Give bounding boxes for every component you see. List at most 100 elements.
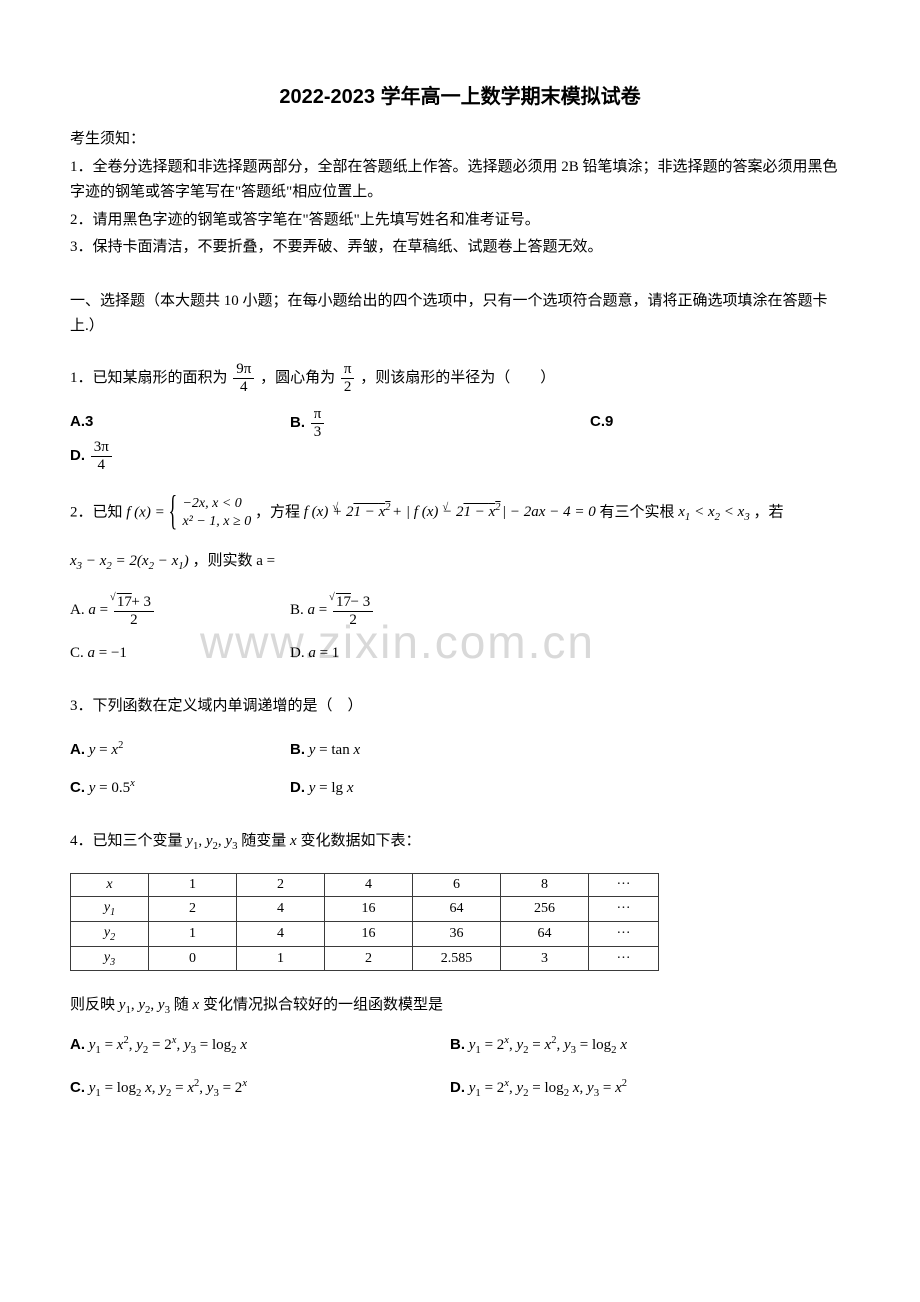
q1-optB-num: π — [311, 407, 325, 424]
q2-opt-b: B. a = 17√ − 3 2 — [290, 593, 590, 628]
q3-opt-b: B. y = tan x — [290, 735, 590, 765]
r2c4: 36 — [413, 921, 501, 946]
th-4: 6 — [413, 874, 501, 897]
section-1-head: 一、选择题（本大题共 10 小题；在每小题给出的四个选项中，只有一个选项符合题意… — [70, 289, 850, 340]
r1dots: ··· — [589, 897, 659, 922]
q4-options-row2: C. y1 = log2 x, y2 = x2, y3 = 2x D. y1 =… — [70, 1071, 850, 1106]
q1-stem-a: 1．已知某扇形的面积为 — [70, 370, 231, 386]
r2c3: 16 — [325, 921, 413, 946]
r1c5: 256 — [501, 897, 589, 922]
r1c4: 64 — [413, 897, 501, 922]
q4-opt-b: B. y1 = 2x, y2 = x2, y3 = log2 x — [450, 1028, 830, 1063]
q4-options-row1: A. y1 = x2, y2 = 2x, y3 = log2 x B. y1 =… — [70, 1028, 850, 1063]
notice-2: 2．请用黑色字迹的钢笔或答字笔在"答题纸"上先填写姓名和准考证号。 — [70, 208, 850, 234]
notice-head: 考生须知： — [70, 127, 850, 153]
notice-3: 3．保持卡面清洁，不要折叠，不要弄破、弄皱，在草稿纸、试题卷上答题无效。 — [70, 235, 850, 261]
r3-h: y3 — [71, 946, 149, 971]
q2-opt-a: A. a = 17√ + 3 2 — [70, 593, 290, 628]
q2-stem-b: ，方程 — [255, 504, 304, 520]
q1-frac-2: π 2 — [341, 362, 355, 395]
q1-opt-b: B. π 3 — [290, 407, 590, 440]
q1-stem-c: ，则该扇形的半径为（ ） — [360, 370, 555, 386]
r3c2: 1 — [237, 946, 325, 971]
q2-roots: x1 < x2 < x3 — [678, 504, 749, 520]
table-row: y3 0 1 2 2.585 3 ··· — [71, 946, 659, 971]
q1-options: A.3 B. π 3 C.9 D. 3π 4 — [70, 407, 850, 473]
q2-piecewise: −2x, x < 0 x² − 1, x ≥ 0 — [168, 495, 251, 531]
r3c3: 2 — [325, 946, 413, 971]
q1-frac-1: 9π 4 — [233, 362, 254, 395]
table-row: x 1 2 4 6 8 ··· — [71, 874, 659, 897]
q3-opt-a: A. y = x2 — [70, 735, 290, 765]
page-title: 2022-2023 学年高一上数学期末模拟试卷 — [70, 80, 850, 109]
q4-opt-d: D. y1 = 2x, y2 = log2 x, y3 = x2 — [450, 1071, 830, 1106]
q1-frac1-den: 4 — [233, 379, 254, 395]
r1c3: 16 — [325, 897, 413, 922]
q4-opt-a: A. y1 = x2, y2 = 2x, y3 = log2 x — [70, 1028, 450, 1063]
q1-frac1-num: 9π — [233, 362, 254, 379]
q2-opt-d: D. a = 1 — [290, 638, 590, 668]
q1-optD-den: 4 — [91, 457, 112, 473]
q1-optD-frac: 3π 4 — [91, 440, 112, 473]
q2-case-2: x² − 1, x ≥ 0 — [182, 513, 251, 531]
q2-stem-a: 2．已知 — [70, 504, 126, 520]
q2-optB-num: 17√ − 3 — [333, 593, 373, 612]
th-1: 1 — [149, 874, 237, 897]
q1-optB-den: 3 — [311, 424, 325, 440]
q2-optA-den: 2 — [114, 612, 154, 628]
q2-fx: f (x) = — [126, 504, 168, 520]
question-3: 3．下列函数在定义域内单调递增的是（ ） — [70, 690, 850, 723]
q4-opt-c: C. y1 = log2 x, y2 = x2, y3 = 2x — [70, 1071, 450, 1106]
th-5: 8 — [501, 874, 589, 897]
r2c2: 4 — [237, 921, 325, 946]
question-1: 1．已知某扇形的面积为 9π 4 ，圆心角为 π 2 ，则该扇形的半径为（ ） — [70, 362, 850, 395]
q2-line2b: ，则实数 a = — [192, 553, 275, 569]
r3c5: 3 — [501, 946, 589, 971]
q3-opt-d: D. y = lg x — [290, 773, 590, 803]
r2-h: y2 — [71, 921, 149, 946]
q2-options-row2: C. a = −1 D. a = 1 — [70, 638, 850, 668]
q2-opt-c: C. a = −1 — [70, 638, 290, 668]
th-2: 2 — [237, 874, 325, 897]
q1-optB-pre: B. — [290, 414, 305, 431]
r3c4: 2.585 — [413, 946, 501, 971]
q2-optB-frac: 17√ − 3 2 — [333, 593, 373, 628]
q2-line2: x3 − x2 = 2(x2 − x1) ，则实数 a = — [70, 549, 850, 575]
r2c1: 1 — [149, 921, 237, 946]
r1c2: 4 — [237, 897, 325, 922]
notice-1: 1．全卷分选择题和非选择题两部分，全部在答题纸上作答。选择题必须用 2B 铅笔填… — [70, 155, 850, 206]
q1-optD-pre: D. — [70, 447, 85, 464]
q2-optB-pre: B. a = — [290, 602, 331, 618]
th-3: 4 — [325, 874, 413, 897]
q1-optB-frac: π 3 — [311, 407, 325, 440]
r2c5: 64 — [501, 921, 589, 946]
r1c1: 2 — [149, 897, 237, 922]
q1-opt-c: C.9 — [590, 407, 810, 440]
q1-stem-b: ，圆心角为 — [260, 370, 339, 386]
q1-optD-num: 3π — [91, 440, 112, 457]
q2-optA-num: 17√ + 3 — [114, 593, 154, 612]
q1-opt-d: D. 3π 4 — [70, 440, 370, 473]
q2-optB-den: 2 — [333, 612, 373, 628]
q1-opt-a: A.3 — [70, 407, 290, 440]
th-dots: ··· — [589, 874, 659, 897]
q3-opt-c: C. y = 0.5x — [70, 773, 290, 803]
q1-frac2-den: 2 — [341, 379, 355, 395]
question-2: 2．已知 f (x) = −2x, x < 0 x² − 1, x ≥ 0 ，方… — [70, 495, 850, 531]
th-x: x — [71, 874, 149, 897]
q3-options-row1: A. y = x2 B. y = tan x — [70, 735, 850, 765]
r1-h: y1 — [71, 897, 149, 922]
table-row: y2 1 4 16 36 64 ··· — [71, 921, 659, 946]
q1-frac2-num: π — [341, 362, 355, 379]
r3c1: 0 — [149, 946, 237, 971]
table-row: y1 2 4 16 64 256 ··· — [71, 897, 659, 922]
q2-options-row1: A. a = 17√ + 3 2 B. a = 17√ − 3 2 — [70, 593, 850, 628]
r2dots: ··· — [589, 921, 659, 946]
q2-stem-c: 有三个实根 — [599, 504, 678, 520]
q2-stem-d: ，若 — [753, 504, 783, 520]
r3dots: ··· — [589, 946, 659, 971]
q2-case-1: −2x, x < 0 — [182, 495, 251, 513]
q2-optA-frac: 17√ + 3 2 — [114, 593, 154, 628]
q2-eq: f (x) + 21 − x2√ + | f (x) − 21 − x2√ | … — [304, 504, 600, 520]
q2-optA-pre: A. a = — [70, 602, 112, 618]
